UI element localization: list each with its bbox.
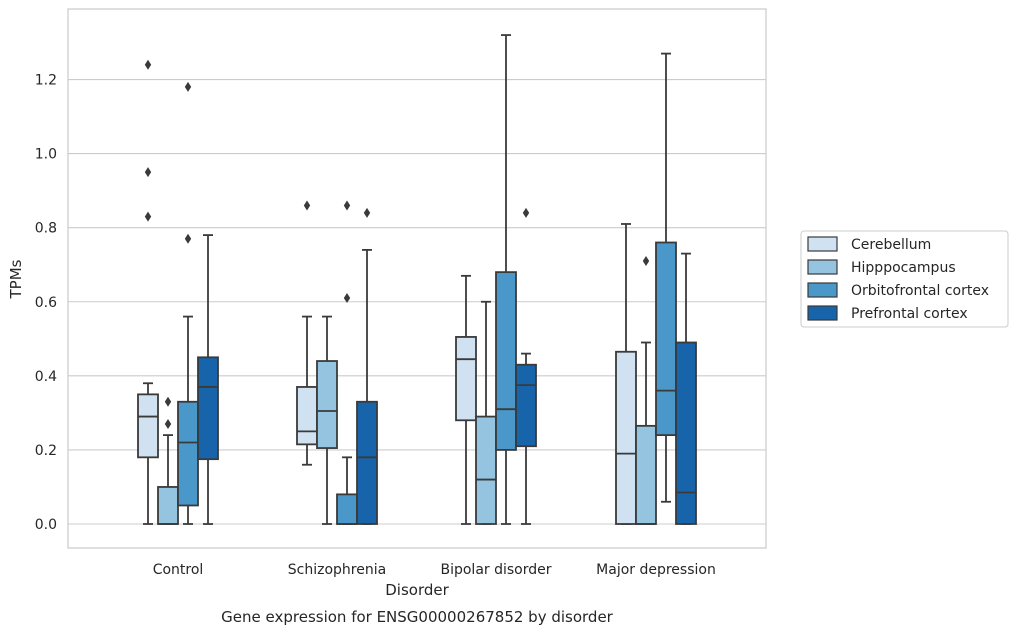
y-tick-label: 1.2 bbox=[35, 73, 57, 89]
box-body bbox=[655, 241, 677, 437]
outlier-point bbox=[164, 418, 172, 429]
legend-swatch bbox=[807, 236, 838, 252]
outlier-point bbox=[144, 59, 152, 70]
box bbox=[316, 315, 338, 525]
x-tick-label: Bipolar disorder bbox=[440, 562, 551, 578]
y-tick-label: 1.0 bbox=[35, 147, 57, 163]
box bbox=[157, 396, 179, 525]
legend-swatch bbox=[807, 282, 838, 298]
legend-label: Orbitofrontal cortex bbox=[851, 283, 989, 299]
outlier-point bbox=[164, 396, 172, 407]
outlier-point bbox=[184, 233, 192, 244]
series-prefrontal-cortex bbox=[197, 207, 697, 525]
box bbox=[137, 59, 159, 525]
outlier-point bbox=[184, 81, 192, 92]
legend: Cerebellum Hipppocampus Orbitofrontal cort… bbox=[800, 230, 1009, 328]
box-body bbox=[615, 350, 637, 525]
box-body bbox=[475, 415, 497, 525]
box-body bbox=[635, 424, 657, 525]
box-groups bbox=[137, 34, 697, 525]
box bbox=[197, 234, 219, 525]
x-axis-title: Disorder bbox=[385, 581, 449, 599]
box-body bbox=[137, 393, 159, 459]
x-tick-label: Control bbox=[153, 562, 204, 578]
legend-label: Hipppocampus bbox=[851, 260, 956, 276]
box-body bbox=[455, 336, 477, 422]
legend-swatch bbox=[807, 305, 838, 321]
box-body bbox=[296, 386, 318, 446]
box bbox=[475, 300, 497, 525]
legend-frame bbox=[800, 230, 1009, 328]
box-body bbox=[336, 493, 358, 525]
box bbox=[356, 207, 378, 525]
box-body bbox=[157, 486, 179, 525]
y-tick-label: 0.6 bbox=[35, 295, 57, 311]
y-axis-title: TPMs bbox=[7, 259, 25, 299]
outlier-point bbox=[303, 200, 311, 211]
outlier-point bbox=[144, 211, 152, 222]
box-body bbox=[675, 341, 697, 525]
box-body bbox=[515, 363, 537, 448]
box bbox=[495, 34, 517, 525]
y-tick-label: 0.2 bbox=[35, 443, 57, 459]
y-tick-label: 0.0 bbox=[35, 517, 57, 533]
y-tick-label: 0.4 bbox=[35, 369, 57, 385]
box-body bbox=[197, 356, 219, 461]
outlier-point bbox=[363, 207, 371, 218]
box bbox=[675, 252, 697, 525]
outlier-point bbox=[522, 207, 530, 218]
legend-label: Prefrontal cortex bbox=[851, 306, 968, 322]
box bbox=[455, 274, 477, 525]
series-cerebellum bbox=[137, 59, 637, 525]
plot-frame bbox=[67, 8, 767, 549]
x-tick-label: Schizophrenia bbox=[288, 562, 386, 578]
legend-label: Cerebellum bbox=[851, 237, 931, 253]
chart-caption: Gene expression for ENSG00000267852 by d… bbox=[221, 608, 614, 626]
y-tick-label: 0.8 bbox=[35, 221, 57, 237]
box bbox=[615, 223, 637, 525]
outlier-point bbox=[343, 200, 351, 211]
box-body bbox=[177, 400, 199, 507]
outlier-point bbox=[144, 167, 152, 178]
box-body bbox=[495, 271, 517, 451]
box-body bbox=[356, 400, 378, 525]
box bbox=[655, 52, 677, 503]
y-tick-labels: 0.0 0.2 0.4 0.6 0.8 1.0 1.2 bbox=[35, 73, 57, 533]
x-tick-label: Major depression bbox=[596, 562, 716, 578]
box bbox=[296, 200, 318, 466]
box bbox=[635, 256, 657, 525]
series-hipppocampus bbox=[157, 256, 657, 525]
outlier-point bbox=[343, 293, 351, 304]
legend-swatch bbox=[807, 259, 838, 275]
outlier-point bbox=[642, 256, 650, 267]
series-orbitofrontal-cortex bbox=[177, 34, 677, 525]
box-body bbox=[316, 360, 338, 449]
box bbox=[515, 207, 537, 525]
x-tick-labels: Control Schizophrenia Bipolar disorder Majo… bbox=[153, 562, 716, 578]
